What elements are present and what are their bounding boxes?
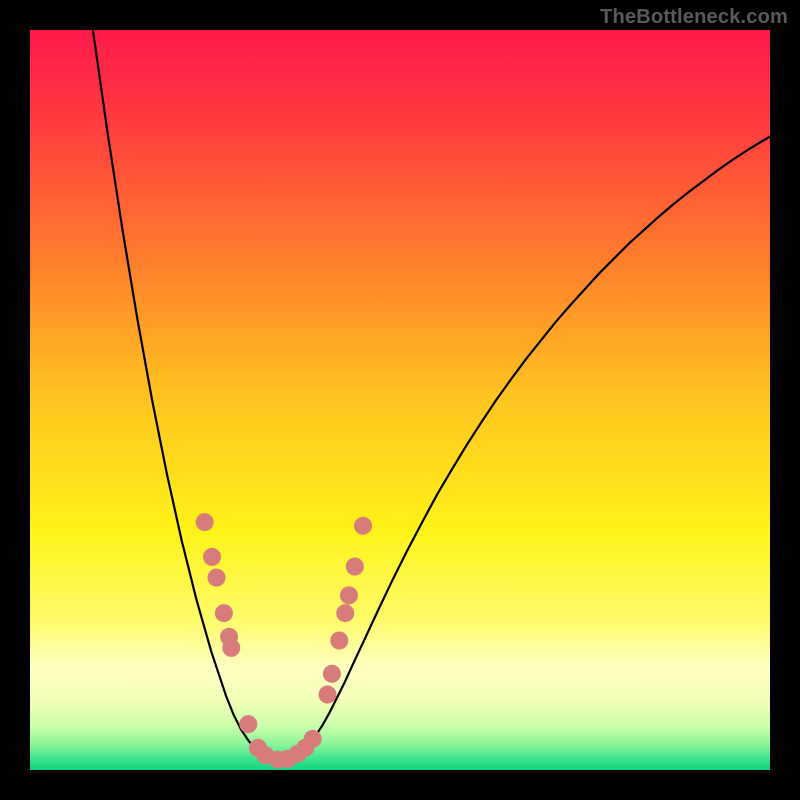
- marker-dot: [207, 569, 225, 587]
- marker-dot: [330, 632, 348, 650]
- marker-dot: [304, 730, 322, 748]
- figure-root: TheBottleneck.com: [0, 0, 800, 800]
- marker-dot: [323, 665, 341, 683]
- marker-dot: [215, 604, 233, 622]
- plot-svg: [30, 30, 770, 770]
- marker-dot: [340, 586, 358, 604]
- marker-dot: [222, 639, 240, 657]
- marker-dot: [239, 715, 257, 733]
- marker-dot: [354, 517, 372, 535]
- plot-area: [30, 30, 770, 770]
- marker-dot: [196, 513, 214, 531]
- gradient-background: [30, 30, 770, 770]
- marker-dot: [346, 558, 364, 576]
- marker-dot: [318, 686, 336, 704]
- marker-dot: [336, 604, 354, 622]
- marker-dot: [203, 548, 221, 566]
- watermark-text: TheBottleneck.com: [600, 6, 788, 29]
